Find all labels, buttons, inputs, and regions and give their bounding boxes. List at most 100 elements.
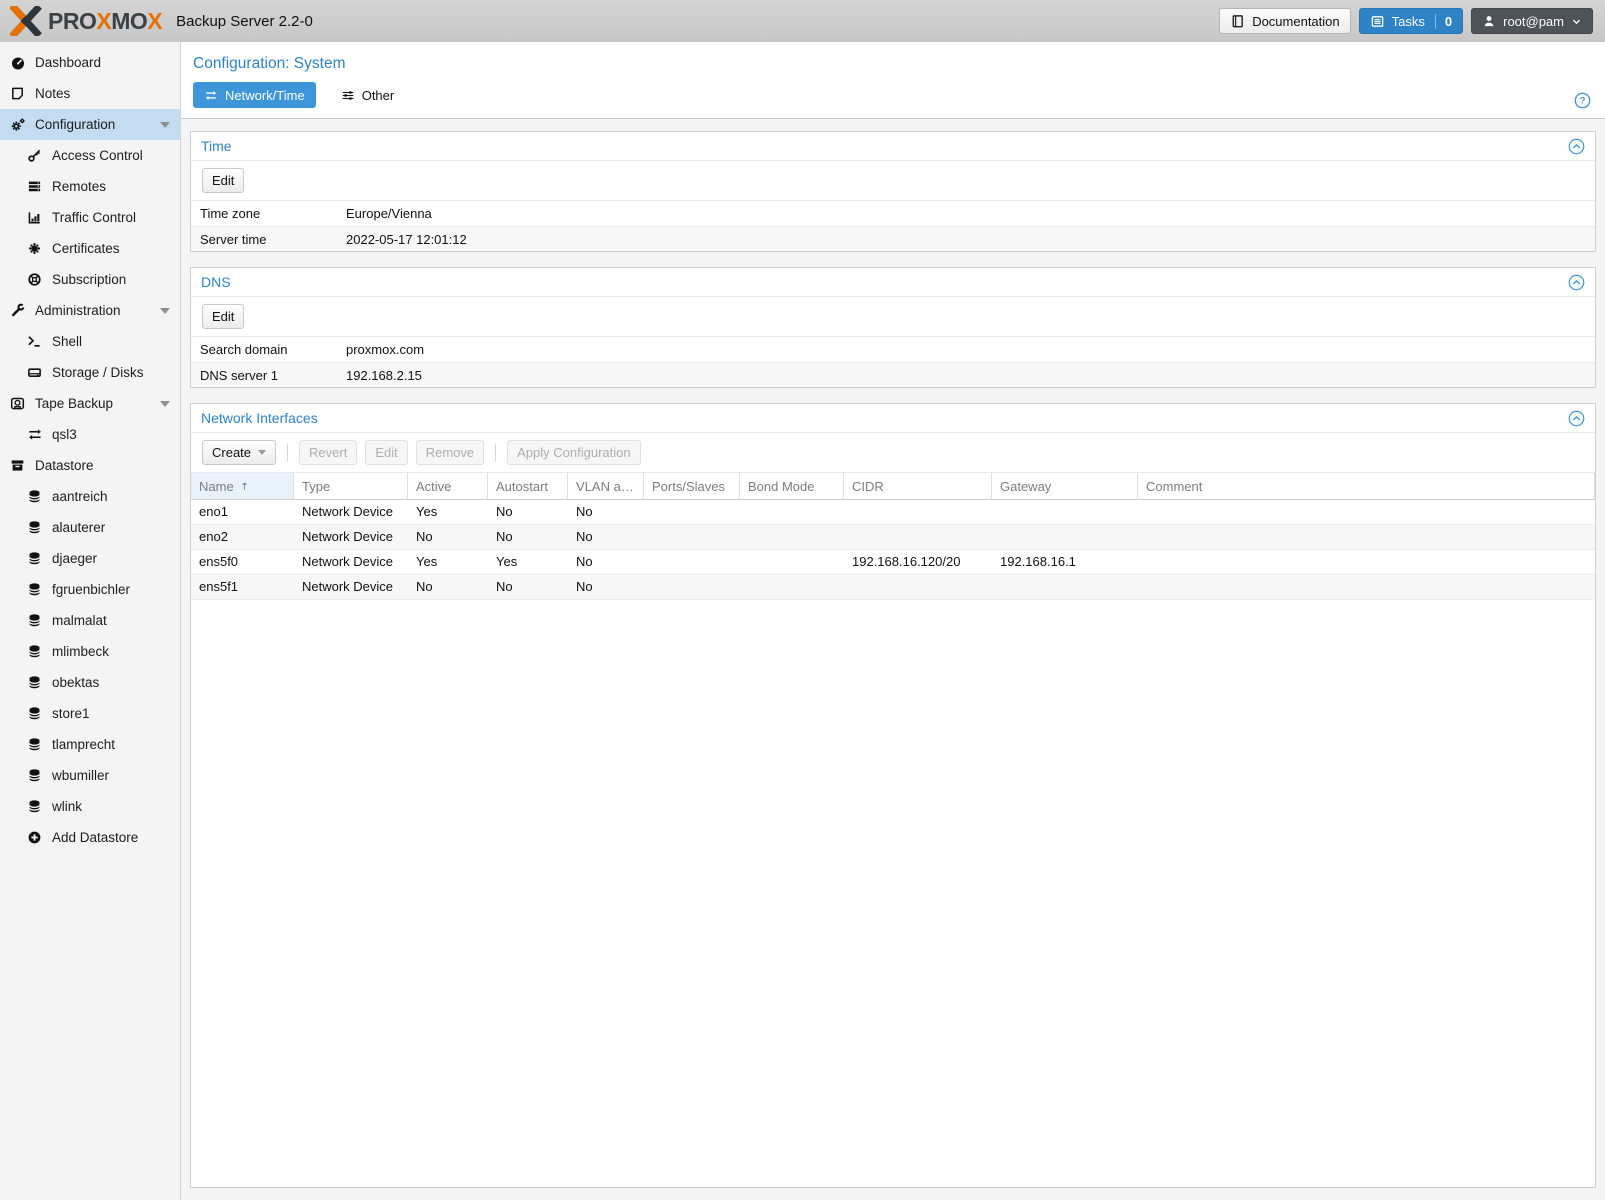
network-panel-title: Network Interfaces [201,410,318,426]
tab-other[interactable]: Other [330,82,406,108]
sidebar-item-datastore-fgruenbichler[interactable]: fgruenbichler [0,574,180,605]
sidebar-item-subscription[interactable]: Subscription [0,264,180,295]
column-header-gateway[interactable]: Gateway [992,473,1138,499]
table-row-eno2[interactable]: eno2 Network Device No No No [191,525,1595,550]
sort-ascending-icon [239,480,250,492]
database-icon [26,799,43,814]
sidebar-item-datastore-wbumiller[interactable]: wbumiller [0,760,180,791]
database-icon [26,520,43,535]
sidebar-item-qsl3[interactable]: qsl3 [0,419,180,450]
time-zone-row: Time zone Europe/Vienna [200,206,432,221]
gears-icon [9,117,26,133]
note-icon [9,86,26,101]
tasks-button[interactable]: Tasks 0 [1358,8,1464,34]
server-list-icon [26,179,43,194]
table-row-ens5f0[interactable]: ens5f0 Network Device Yes Yes No 192.168… [191,550,1595,575]
time-panel-title: Time [201,138,232,154]
tab-bar: Network/Time Other [193,82,1605,108]
collapse-icon[interactable] [1568,138,1585,155]
table-row-eno1[interactable]: eno1 Network Device Yes No No [191,500,1595,525]
sidebar-item-administration[interactable]: Administration [0,295,180,326]
database-icon [26,706,43,721]
proxmox-wordmark: PRO X MO X [48,7,163,34]
expander-chevron-icon[interactable] [160,401,170,407]
database-icon [26,675,43,690]
sidebar-item-dashboard[interactable]: Dashboard [0,47,180,78]
book-icon [1230,14,1245,29]
sidebar-item-remotes[interactable]: Remotes [0,171,180,202]
sidebar-item-storage-disks[interactable]: Storage / Disks [0,357,180,388]
sidebar-item-shell[interactable]: Shell [0,326,180,357]
sidebar-item-datastore-tlamprecht[interactable]: tlamprecht [0,729,180,760]
network-interfaces-panel: Network Interfaces Create Revert Edit Re… [190,403,1596,1188]
dns-server-row: DNS server 1 192.168.2.15 [191,362,1595,387]
sidebar-item-traffic-control[interactable]: Traffic Control [0,202,180,233]
apply-configuration-button[interactable]: Apply Configuration [507,440,641,465]
collapse-icon[interactable] [1568,274,1585,291]
column-header-autostart[interactable]: Autostart [488,473,568,499]
database-icon [26,582,43,597]
page-title: Configuration: System [193,55,346,72]
sidebar-item-certificates[interactable]: Certificates [0,233,180,264]
chevron-down-icon [1571,16,1582,27]
column-header-name[interactable]: Name [191,473,294,499]
sidebar-item-datastore-aantreich[interactable]: aantreich [0,481,180,512]
revert-button[interactable]: Revert [299,440,358,465]
documentation-button[interactable]: Documentation [1219,8,1351,34]
sidebar-item-datastore-alauterer[interactable]: alauterer [0,512,180,543]
user-icon [1482,14,1496,28]
dns-panel: DNS Edit Search domain proxmox.com DNS s… [190,267,1596,388]
database-icon [26,551,43,566]
proxmox-logo-icon [10,6,42,36]
sidebar-item-datastore-mlimbeck[interactable]: mlimbeck [0,636,180,667]
sidebar-item-datastore-djaeger[interactable]: djaeger [0,543,180,574]
column-header-type[interactable]: Type [294,473,408,499]
user-menu-button[interactable]: root@pam [1471,8,1593,34]
sidebar-item-tape-backup[interactable]: Tape Backup [0,388,180,419]
tape-cartridge-icon [9,396,26,411]
database-icon [26,489,43,504]
sidebar-item-configuration[interactable]: Configuration [0,109,180,140]
column-header-comment[interactable]: Comment [1138,473,1595,499]
dns-edit-button[interactable]: Edit [202,304,245,329]
sidebar-item-access-control[interactable]: Access Control [0,140,180,171]
help-icon[interactable]: ? [1574,92,1591,109]
chart-icon [26,210,43,225]
sidebar-item-notes[interactable]: Notes [0,78,180,109]
sidebar-item-datastore-store1[interactable]: store1 [0,698,180,729]
archive-box-icon [9,458,26,473]
sidebar-item-datastore-malmalat[interactable]: malmalat [0,605,180,636]
certificate-icon [26,241,43,256]
sidebar-item-datastore-wlink[interactable]: wlink [0,791,180,822]
exchange-icon [204,89,218,102]
column-header-cidr[interactable]: CIDR [844,473,992,499]
svg-text:?: ? [1580,96,1586,107]
sidebar-item-datastore[interactable]: Datastore [0,450,180,481]
grid-header: Name Type Active Autostart VLAN a… Ports… [191,473,1595,500]
dns-panel-title: DNS [201,274,231,290]
collapse-icon[interactable] [1568,410,1585,427]
expander-chevron-icon[interactable] [160,122,170,128]
key-icon [26,148,43,163]
tab-network-time[interactable]: Network/Time [193,82,316,108]
column-header-vlan-aware[interactable]: VLAN a… [568,473,644,499]
create-button[interactable]: Create [202,440,277,465]
column-header-ports-slaves[interactable]: Ports/Slaves [644,473,740,499]
sidebar-item-add-datastore[interactable]: Add Datastore [0,822,180,853]
sidebar-item-datastore-obektas[interactable]: obektas [0,667,180,698]
tasks-count-badge: 0 [1434,13,1452,29]
server-time-row: Server time 2022-05-17 12:01:12 [191,226,1595,251]
time-edit-button[interactable]: Edit [202,168,245,193]
task-list-icon [1370,14,1385,29]
hard-drive-icon [26,365,43,380]
edit-button[interactable]: Edit [365,440,408,465]
database-icon [26,737,43,752]
column-header-active[interactable]: Active [408,473,488,499]
database-icon [26,644,43,659]
table-row-ens5f1[interactable]: ens5f1 Network Device No No No [191,575,1595,600]
column-header-bond-mode[interactable]: Bond Mode [740,473,844,499]
expander-chevron-icon[interactable] [160,308,170,314]
database-icon [26,613,43,628]
remove-button[interactable]: Remove [415,440,485,465]
search-domain-row: Search domain proxmox.com [200,342,425,357]
